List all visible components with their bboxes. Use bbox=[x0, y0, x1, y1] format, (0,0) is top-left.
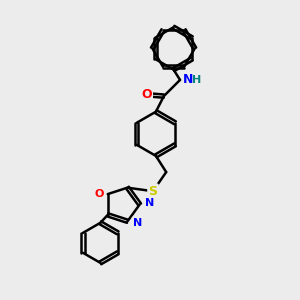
Text: N: N bbox=[182, 74, 193, 86]
Text: H: H bbox=[192, 75, 202, 85]
Text: O: O bbox=[94, 189, 104, 199]
Text: N: N bbox=[133, 218, 142, 228]
Text: O: O bbox=[141, 88, 152, 101]
Text: N: N bbox=[145, 198, 154, 208]
Text: S: S bbox=[148, 185, 158, 198]
